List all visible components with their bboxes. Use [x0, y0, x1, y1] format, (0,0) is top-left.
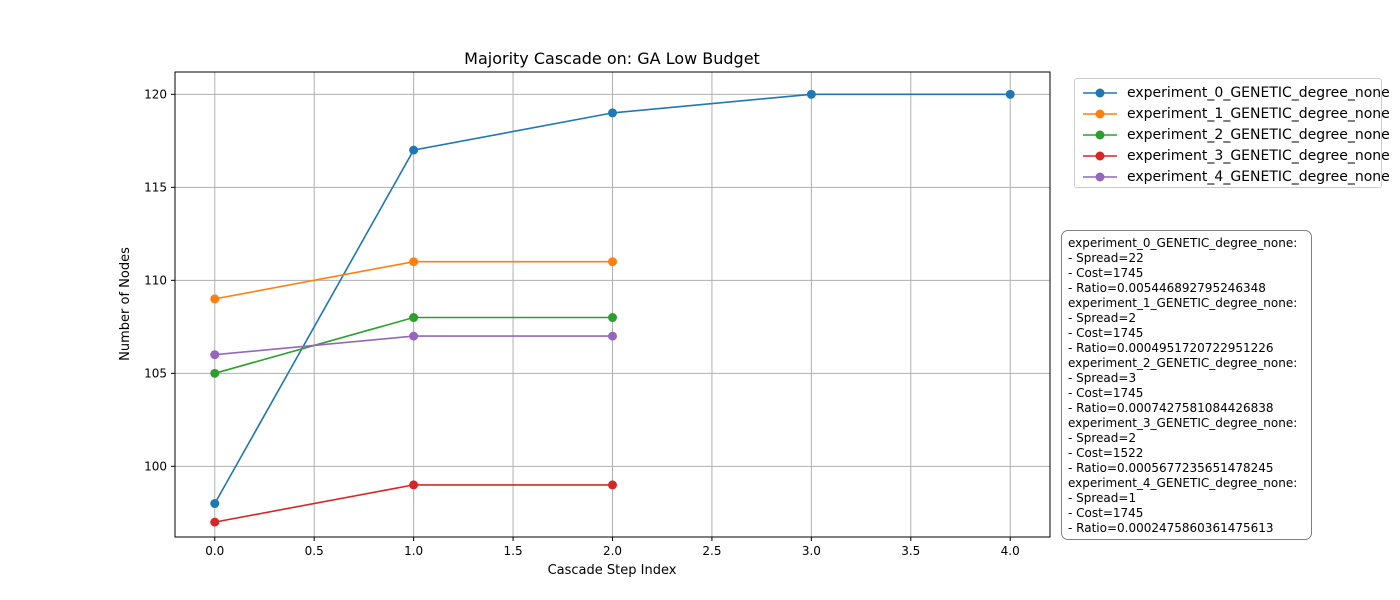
- x-tick-label: 1.0: [404, 544, 423, 558]
- data-point: [409, 331, 419, 341]
- stats-line: - Ratio=0.0004951720722951226: [1068, 341, 1274, 355]
- stats-line: - Ratio=0.005446892795246348: [1068, 281, 1266, 295]
- stats-line: experiment_1_GENETIC_degree_none:: [1068, 296, 1298, 310]
- stats-line: - Spread=2: [1068, 431, 1137, 445]
- series-4: [210, 331, 617, 360]
- legend-marker: [1083, 88, 1117, 97]
- data-point: [210, 499, 220, 509]
- legend: experiment_0_GENETIC_degree_none experime…: [1074, 78, 1390, 188]
- legend-item: experiment_0_GENETIC_degree_none: [1075, 82, 1390, 103]
- stats-line: - Ratio=0.0005677235651478245: [1068, 461, 1274, 475]
- y-axis-label: Number of Nodes: [118, 247, 133, 361]
- x-tick-label: 3.0: [802, 544, 821, 558]
- stats-line: - Ratio=0.0002475860361475613: [1068, 521, 1274, 535]
- legend-label: experiment_2_GENETIC_degree_none: [1127, 126, 1390, 143]
- data-point: [608, 313, 617, 323]
- x-tick-label: 0.0: [205, 544, 224, 558]
- data-point: [409, 257, 419, 267]
- stats-line: - Spread=22: [1068, 251, 1144, 265]
- legend-item: experiment_3_GENETIC_degree_none: [1075, 145, 1390, 166]
- x-tick-label: 2.5: [702, 544, 721, 558]
- data-point: [806, 89, 816, 99]
- x-tick-label: 1.5: [504, 544, 523, 558]
- y-tick-label: 105: [144, 366, 167, 380]
- series-2: [210, 313, 617, 378]
- legend-label: experiment_3_GENETIC_degree_none: [1127, 147, 1390, 164]
- legend-marker: [1083, 151, 1117, 160]
- series-layer: [210, 89, 1015, 527]
- y-tick-label: 110: [144, 273, 167, 287]
- legend-item: experiment_4_GENETIC_degree_none: [1075, 166, 1390, 187]
- y-tick-label: 100: [144, 459, 167, 473]
- data-point: [210, 368, 220, 378]
- stats-line: - Cost=1745: [1068, 266, 1144, 280]
- legend-item: experiment_2_GENETIC_degree_none: [1075, 124, 1390, 145]
- stats-line: experiment_2_GENETIC_degree_none:: [1068, 356, 1298, 370]
- chart-title: Majority Cascade on: GA Low Budget: [464, 49, 760, 68]
- stats-line: - Cost=1745: [1068, 326, 1144, 340]
- x-axis-ticks: 0.0 0.5 1.0 1.5 2.0 2.5 3.0 3.5 4.0: [205, 537, 1020, 558]
- stats-line: - Cost=1745: [1068, 386, 1144, 400]
- stats-annotation-box: experiment_0_GENETIC_degree_none: - Sprea…: [1061, 230, 1312, 540]
- legend-label: experiment_4_GENETIC_degree_none: [1127, 168, 1390, 185]
- x-tick-label: 3.5: [901, 544, 920, 558]
- data-point: [608, 257, 617, 267]
- y-tick-label: 115: [144, 180, 167, 194]
- x-tick-label: 0.5: [305, 544, 324, 558]
- data-point: [608, 331, 617, 341]
- stats-line: - Cost=1745: [1068, 506, 1144, 520]
- data-point: [608, 108, 617, 118]
- data-point: [210, 294, 220, 304]
- data-point: [409, 480, 419, 490]
- legend-item: experiment_1_GENETIC_degree_none: [1075, 103, 1390, 124]
- data-point: [1005, 89, 1015, 99]
- series-0: [210, 89, 1015, 509]
- stats-line: experiment_3_GENETIC_degree_none:: [1068, 416, 1298, 430]
- series-1: [210, 257, 617, 304]
- stats-line: - Spread=3: [1068, 371, 1137, 385]
- legend-label: experiment_0_GENETIC_degree_none: [1127, 84, 1390, 101]
- x-axis-label: Cascade Step Index: [548, 563, 677, 578]
- data-point: [608, 480, 617, 490]
- data-point: [409, 313, 419, 323]
- legend-marker: [1083, 130, 1117, 139]
- stats-line: - Cost=1522: [1068, 446, 1144, 460]
- stats-line: experiment_4_GENETIC_degree_none:: [1068, 476, 1298, 490]
- stats-line: experiment_0_GENETIC_degree_none:: [1068, 236, 1298, 250]
- data-point: [409, 145, 419, 155]
- legend-label: experiment_1_GENETIC_degree_none: [1127, 105, 1390, 122]
- legend-marker: [1083, 172, 1117, 181]
- x-tick-label: 4.0: [1001, 544, 1020, 558]
- data-point: [210, 517, 220, 527]
- stats-line: - Ratio=0.0007427581084426838: [1068, 401, 1274, 415]
- grid: [175, 72, 1050, 537]
- stats-line: - Spread=2: [1068, 311, 1137, 325]
- data-point: [210, 350, 220, 360]
- series-3: [210, 480, 617, 527]
- legend-marker: [1083, 109, 1117, 118]
- y-tick-label: 120: [144, 87, 167, 101]
- x-tick-label: 2.0: [603, 544, 622, 558]
- y-axis-ticks: 100 105 110 115 120: [144, 87, 175, 473]
- stats-line: - Spread=1: [1068, 491, 1137, 505]
